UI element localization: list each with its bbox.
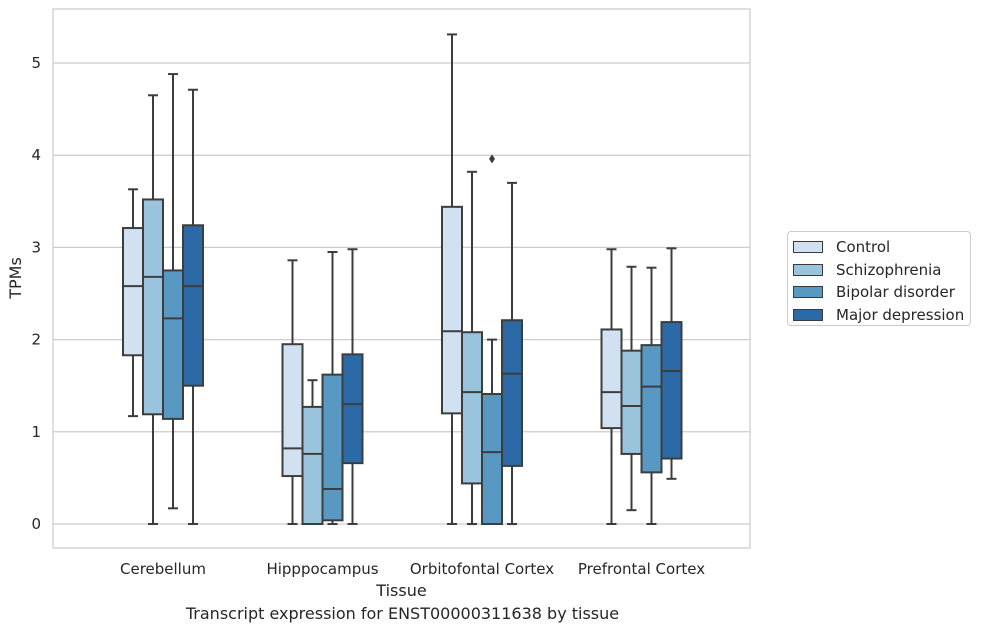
legend-label: Bipolar disorder <box>836 283 955 302</box>
legend-label: Schizophrenia <box>836 260 942 279</box>
box-body <box>600 328 623 430</box>
box-body <box>441 205 463 415</box>
box-body <box>341 353 364 465</box>
legend-item-schizophrenia: Schizophrenia <box>793 259 970 282</box>
box-body <box>281 343 304 478</box>
box-control-0 <box>122 188 144 418</box>
y-tick-label: 4 <box>31 146 41 164</box>
y-tick-label: 5 <box>31 54 41 72</box>
box-body <box>162 269 184 420</box>
plot-frame <box>52 8 751 549</box>
y-tick-label: 1 <box>31 423 41 441</box>
legend-swatch <box>793 263 823 276</box>
box-major-depression-0 <box>182 88 204 525</box>
box-schizophrenia-2 <box>461 170 483 525</box>
box-major-depression-1 <box>341 248 364 525</box>
box-bipolar-disorder-3 <box>640 266 663 525</box>
box-body <box>501 319 523 467</box>
outlier-point <box>489 154 495 164</box>
box-body <box>142 198 164 416</box>
box-schizophrenia-0 <box>142 94 164 525</box>
box-control-3 <box>600 248 623 525</box>
chart-caption: Transcript expression for ENST0000031163… <box>185 604 620 623</box>
box-major-depression-3 <box>660 247 683 480</box>
box-body <box>620 349 643 455</box>
box-schizophrenia-1 <box>301 379 324 526</box>
x-tick-label: Hipppocampus <box>266 560 378 578</box>
box-body <box>182 224 204 387</box>
legend-item-major-depression: Major depression <box>793 304 970 327</box>
box-control-1 <box>281 259 304 525</box>
box-bipolar-disorder-1 <box>321 251 344 525</box>
box-body <box>660 321 683 460</box>
box-bipolar-disorder-0 <box>162 73 184 510</box>
x-axis-label: Tissue <box>375 581 426 600</box>
box-body <box>640 344 663 474</box>
y-axis-label: TPMs <box>6 257 25 300</box>
legend: Control Schizophrenia Bipolar disorder Majo… <box>787 231 971 326</box>
box-schizophrenia-3 <box>620 265 643 512</box>
y-tick-label: 0 <box>31 515 41 533</box>
x-tick-label: Orbitofontal Cortex <box>410 560 554 578</box>
legend-item-bipolar-disorder: Bipolar disorder <box>793 281 970 304</box>
legend-swatch <box>793 241 823 254</box>
box-body <box>461 331 483 485</box>
y-tick-labels: 0 1 2 3 4 5 <box>31 54 41 533</box>
box-bipolar-disorder-2 <box>481 154 503 525</box>
x-tick-label: Cerebellum <box>120 560 206 578</box>
legend-label: Control <box>836 238 891 257</box>
y-tick-label: 3 <box>31 238 41 256</box>
box-body <box>301 405 324 526</box>
box-body <box>321 373 344 522</box>
x-tick-label: Prefrontal Cortex <box>578 560 705 578</box>
box-body <box>481 392 503 525</box>
y-tick-label: 2 <box>31 331 41 349</box>
box-major-depression-2 <box>501 181 523 525</box>
box-control-2 <box>441 33 463 525</box>
legend-swatch <box>793 308 823 321</box>
boxes <box>122 33 683 526</box>
legend-item-control: Control <box>793 236 970 259</box>
legend-swatch <box>793 286 823 299</box>
x-tick-labels: Cerebellum Hipppocampus Orbitofontal Corte… <box>120 560 705 578</box>
box-body <box>122 227 144 357</box>
legend-label: Major depression <box>836 305 965 324</box>
